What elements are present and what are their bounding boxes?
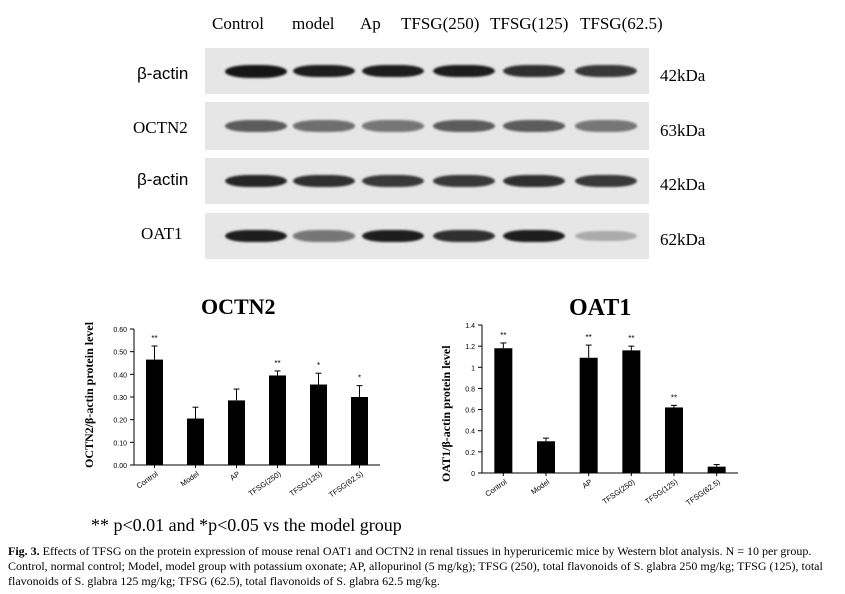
- bar: [228, 400, 245, 465]
- y-tick-label: 0.2: [465, 450, 475, 457]
- bar: [146, 359, 163, 465]
- y-tick-label: 0.6: [465, 408, 475, 415]
- blot-band: [575, 120, 637, 132]
- x-tick-label: TFSG(62.5): [327, 469, 365, 499]
- y-tick-label: 0.30: [113, 395, 127, 402]
- blot-band: [293, 230, 355, 242]
- bar: [707, 466, 726, 473]
- y-tick-label: 1.4: [465, 323, 475, 330]
- blot-band: [225, 229, 287, 243]
- blot-band: [575, 174, 637, 188]
- y-tick-label: 0.4: [465, 429, 475, 436]
- x-tick-label: TFSG(250): [601, 477, 637, 506]
- significance-marker: **: [586, 333, 592, 342]
- x-tick-label: AP: [228, 469, 241, 482]
- blot-band: [225, 120, 287, 132]
- octn2-chart-title: OCTN2: [201, 294, 276, 319]
- octn2-bar-chart: 0.000.100.200.300.400.500.60**Control Mod…: [113, 327, 380, 499]
- bar: [351, 397, 368, 465]
- y-tick-label: 0.50: [113, 350, 127, 357]
- x-tick-label: TFSG(125): [288, 469, 324, 498]
- bar: [187, 418, 204, 465]
- significance-marker: **: [628, 334, 634, 343]
- blot-band: [575, 230, 637, 242]
- y-tick-label: 0.8: [465, 386, 475, 393]
- y-tick-label: 0.10: [113, 440, 127, 447]
- oat1-bar-chart: 0 0.2 0.4 0.6 0.8 1 1.2 1.4 ** Control Model ** AP **…: [465, 323, 738, 507]
- x-tick-label: Model: [529, 477, 551, 496]
- blot-band: [293, 120, 355, 132]
- blot-band: [503, 120, 565, 132]
- x-tick-label: Model: [179, 469, 201, 488]
- significance-marker: *: [358, 374, 361, 383]
- blot-kda-2: 63kDa: [660, 121, 706, 140]
- lane-label-ap: Ap: [360, 14, 381, 33]
- y-tick-label: 0.00: [113, 463, 127, 470]
- bar: [269, 375, 286, 465]
- x-tick-label: Control: [135, 469, 160, 490]
- y-tick-label: 0.20: [113, 418, 127, 425]
- blot-band: [503, 174, 565, 188]
- blot-band: [225, 64, 287, 78]
- blot-band: [503, 229, 565, 243]
- y-tick-label: 0.40: [113, 372, 127, 379]
- y-tick-label: 0.60: [113, 327, 127, 334]
- figure-caption: Fig. 3. Effects of TFSG on the protein e…: [8, 544, 838, 589]
- blot-band: [225, 174, 287, 188]
- oat1-chart-title: OAT1: [569, 295, 632, 321]
- blot-band: [433, 120, 495, 132]
- caption-text: Effects of TFSG on the protein expressio…: [8, 544, 823, 588]
- significance-marker: **: [151, 334, 157, 343]
- blot-band: [575, 64, 637, 78]
- blot-band: [433, 174, 495, 188]
- bar: [310, 384, 327, 465]
- y-tick-label: 1.2: [465, 344, 475, 351]
- lane-label-control: Control: [212, 14, 264, 33]
- blot-band: [362, 64, 424, 78]
- bar: [494, 348, 513, 473]
- lane-label-tfsg62-5: TFSG(62.5): [580, 14, 663, 33]
- blot-band: [503, 64, 565, 78]
- y-tick-label: 0: [471, 471, 475, 478]
- caption-label: Fig. 3.: [8, 544, 40, 558]
- bar: [579, 357, 598, 473]
- bar: [537, 441, 555, 473]
- x-tick-label: TFSG(62.5): [684, 477, 722, 507]
- significance-marker: **: [500, 331, 506, 340]
- blot-row-label-beta-actin-2: β-actin: [137, 170, 189, 189]
- blot-band: [362, 174, 424, 188]
- blot-kda-3: 42kDa: [660, 175, 706, 194]
- bar: [622, 350, 641, 473]
- significance-note: ** p<0.01 and *p<0.05 vs the model group: [91, 515, 402, 535]
- blot-band: [293, 174, 355, 188]
- octn2-y-axis-label: OCTN2/β-actin protein level: [82, 321, 96, 468]
- lane-label-tfsg125: TFSG(125): [490, 14, 569, 33]
- significance-marker: *: [317, 361, 320, 370]
- blot-row-label-beta-actin-1: β-actin: [137, 64, 189, 83]
- x-tick-label: TFSG(125): [643, 477, 679, 506]
- x-tick-label: AP: [580, 477, 593, 490]
- blot-kda-1: 42kDa: [660, 66, 706, 85]
- oat1-y-axis-label: OAT1/β-actin protein level: [439, 345, 453, 482]
- blot-band: [433, 64, 495, 78]
- blot-row-label-oat1: OAT1: [141, 224, 183, 243]
- bar: [665, 407, 683, 473]
- blot-band: [362, 120, 424, 132]
- blot-band: [293, 64, 355, 78]
- significance-marker: **: [671, 393, 677, 402]
- blot-row-label-octn2: OCTN2: [133, 118, 188, 137]
- x-tick-label: Control: [484, 477, 509, 498]
- lane-label-tfsg250: TFSG(250): [401, 14, 480, 33]
- blot-band: [362, 229, 424, 243]
- blot-kda-4: 62kDa: [660, 230, 706, 249]
- x-tick-label: TFSG(250): [247, 469, 283, 498]
- y-tick-label: 1: [471, 365, 475, 372]
- significance-marker: **: [274, 359, 280, 368]
- blot-band: [433, 229, 495, 243]
- lane-label-model: model: [292, 14, 335, 33]
